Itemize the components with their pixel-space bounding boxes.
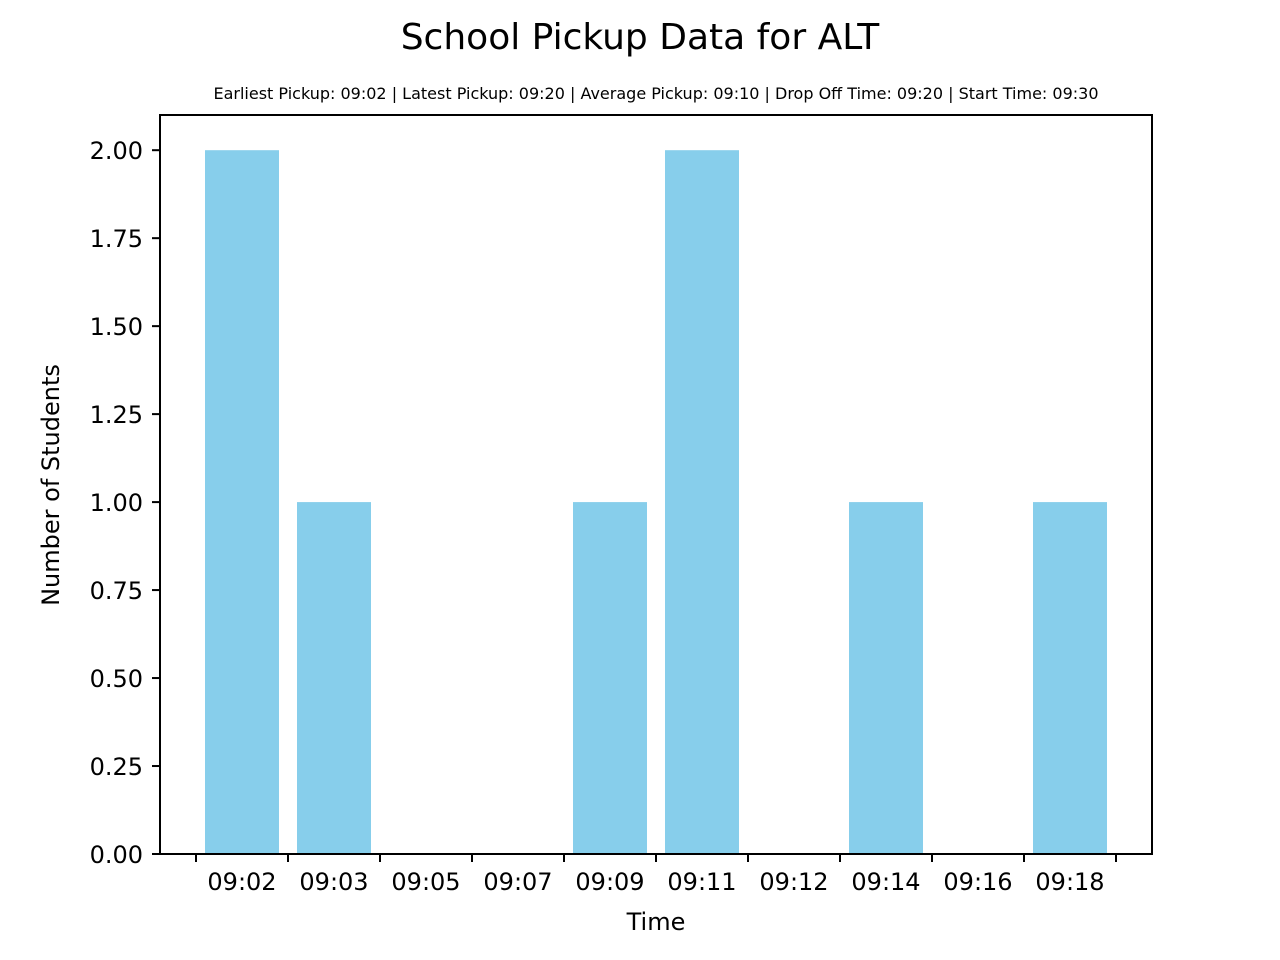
bar-09:18: [1033, 502, 1107, 854]
chart-subtitle: Earliest Pickup: 09:02 | Latest Pickup: …: [213, 84, 1098, 103]
x-tick-label: 09:05: [391, 868, 460, 896]
bar-09:11: [665, 150, 739, 854]
y-tick-label: 0.50: [90, 665, 143, 693]
bar-09:03: [297, 502, 371, 854]
x-axis: 09:02 09:03 09:05 09:07 09:09 09:11 09:12 09:14…: [195, 854, 1117, 896]
x-tick-label: 09:02: [207, 868, 276, 896]
y-tick-label: 0.00: [90, 841, 143, 869]
bar-09:09: [573, 502, 647, 854]
y-tick-label: 0.75: [90, 577, 143, 605]
y-axis: 0.00 0.25 0.50 0.75 1.00 1.25 1.50 1.75 2.00: [90, 137, 160, 869]
bar-09:14: [849, 502, 923, 854]
y-axis-label: Number of Students: [37, 364, 65, 606]
bar-09:02: [205, 150, 279, 854]
x-axis-label: Time: [626, 908, 686, 936]
x-tick-label: 09:09: [575, 868, 644, 896]
chart-title: School Pickup Data for ALT: [401, 17, 881, 58]
y-tick-label: 1.75: [90, 225, 143, 253]
x-tick-label: 09:07: [483, 868, 552, 896]
x-tick-label: 09:16: [943, 868, 1012, 896]
plot-frame: [159, 114, 1153, 855]
x-tick-label: 09:14: [851, 868, 920, 896]
y-tick-label: 1.00: [90, 489, 143, 517]
y-tick-label: 0.25: [90, 753, 143, 781]
x-tick-label: 09:18: [1035, 868, 1104, 896]
x-tick-label: 09:11: [667, 868, 736, 896]
y-tick-label: 2.00: [90, 137, 143, 165]
y-tick-label: 1.25: [90, 401, 143, 429]
x-tick-label: 09:03: [299, 868, 368, 896]
x-tick-label: 09:12: [759, 868, 828, 896]
bars-group: [205, 150, 1107, 854]
y-tick-label: 1.50: [90, 313, 143, 341]
